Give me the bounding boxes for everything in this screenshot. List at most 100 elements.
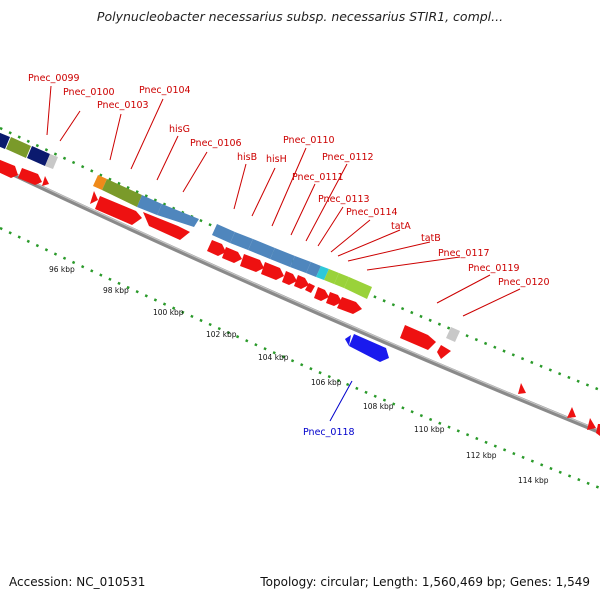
leader-line [305, 163, 348, 242]
gene-label[interactable]: Pnec_0100 [63, 87, 115, 98]
forward-gene [222, 247, 242, 263]
cog-block [344, 277, 372, 299]
leader-line [130, 98, 164, 170]
gene-label[interactable]: Pnec_0112 [322, 152, 374, 163]
kbp-scale-labels: 96 kbp 98 kbp 100 kbp 102 kbp 104 kbp 10… [49, 265, 549, 485]
cog-block [6, 137, 31, 158]
reverse-gene-tip [345, 335, 351, 346]
forward-gene [143, 212, 190, 240]
kbp-label: 104 kbp [258, 353, 289, 362]
forward-gene [567, 407, 576, 418]
leader-line [347, 241, 431, 262]
gene-label[interactable]: hisB [237, 152, 257, 163]
forward-gene [240, 254, 264, 272]
genome-summary-text: Topology: circular; Length: 1,560,469 bp… [260, 575, 590, 589]
gene-label[interactable]: Pnec_0118 [303, 427, 355, 438]
cog-block [93, 175, 107, 190]
gene-label[interactable]: Pnec_0111 [292, 172, 344, 183]
gene-label[interactable]: Pnec_0113 [318, 194, 370, 205]
forward-gene [518, 383, 526, 394]
gene-label[interactable]: hisH [266, 154, 287, 165]
forward-gene [587, 418, 596, 430]
kbp-label: 110 kbp [414, 425, 445, 434]
leader-line [366, 256, 461, 271]
map-title: Polynucleobacter necessarius subsp. nece… [96, 9, 504, 24]
accession-text: Accession: NC_010531 [9, 575, 146, 589]
gene-label[interactable]: Pnec_0106 [190, 138, 242, 149]
cog-block [102, 179, 142, 207]
kbp-label: 108 kbp [363, 402, 394, 411]
forward-gene [314, 287, 329, 301]
leader-line [436, 274, 491, 304]
forward-gene [596, 424, 600, 436]
leader-line [233, 163, 247, 210]
kbp-label: 106 kbp [311, 378, 342, 387]
forward-strand-genes [0, 159, 600, 436]
forward-gene [400, 325, 436, 350]
cog-block [290, 256, 311, 273]
gene-label[interactable]: Pnec_0099 [28, 73, 80, 84]
leader-line [59, 110, 81, 142]
forward-gene [261, 262, 284, 280]
kbp-label: 102 kbp [206, 330, 237, 339]
forward-gene [282, 271, 297, 285]
forward-gene [437, 345, 451, 359]
cog-block [446, 327, 460, 342]
cog-block [157, 204, 199, 227]
leader-line [330, 219, 371, 253]
forward-gene [305, 283, 315, 293]
leader-line [290, 183, 316, 236]
gene-label[interactable]: hisG [169, 124, 190, 135]
leader-line [317, 206, 344, 247]
forward-gene [326, 292, 342, 306]
gene-label[interactable]: Pnec_0114 [346, 207, 398, 218]
forward-gene [0, 159, 18, 178]
gene-label[interactable]: tatB [421, 233, 441, 244]
label-leaders [46, 85, 521, 422]
cog-block [212, 224, 235, 243]
gene-label[interactable]: Pnec_0103 [97, 100, 149, 111]
leader-line [46, 85, 52, 136]
leader-line [337, 229, 401, 257]
kbp-label: 100 kbp [153, 308, 184, 317]
leader-line [462, 288, 521, 317]
kbp-label: 98 kbp [103, 286, 129, 295]
cog-block [27, 146, 50, 166]
forward-gene [42, 176, 49, 186]
cog-block [306, 262, 321, 277]
cog-block [0, 132, 10, 149]
cog-block [334, 273, 349, 288]
leader-line [329, 380, 353, 422]
gene-label[interactable]: Pnec_0110 [283, 135, 335, 146]
cog-block [230, 232, 253, 250]
forward-gene [337, 297, 362, 314]
cog-block [324, 269, 339, 284]
forward-gene [18, 168, 42, 185]
gene-label[interactable]: Pnec_0119 [468, 263, 520, 274]
cog-block [316, 266, 329, 280]
kbp-label: 114 kbp [518, 476, 549, 485]
reverse-gene [349, 334, 389, 362]
genome-backbone [0, 165, 600, 435]
kbp-label: 96 kbp [49, 265, 75, 274]
cog-block [270, 248, 295, 267]
gene-label[interactable]: tatA [391, 221, 411, 232]
leader-line [251, 167, 276, 217]
leader-line [271, 147, 307, 227]
cog-block [248, 239, 275, 259]
forward-gene [294, 275, 309, 289]
cog-blocks [0, 132, 460, 342]
leader-line [109, 113, 122, 161]
gene-label[interactable]: Pnec_0104 [139, 85, 191, 96]
forward-gene [95, 196, 142, 225]
cog-block [137, 195, 162, 215]
cog-block [45, 154, 58, 169]
gene-label[interactable]: Pnec_0117 [438, 248, 490, 259]
forward-gene [90, 191, 98, 204]
leader-line [182, 151, 208, 193]
forward-gene [207, 240, 226, 256]
kbp-label: 112 kbp [466, 451, 497, 460]
gene-label[interactable]: Pnec_0120 [498, 277, 550, 288]
